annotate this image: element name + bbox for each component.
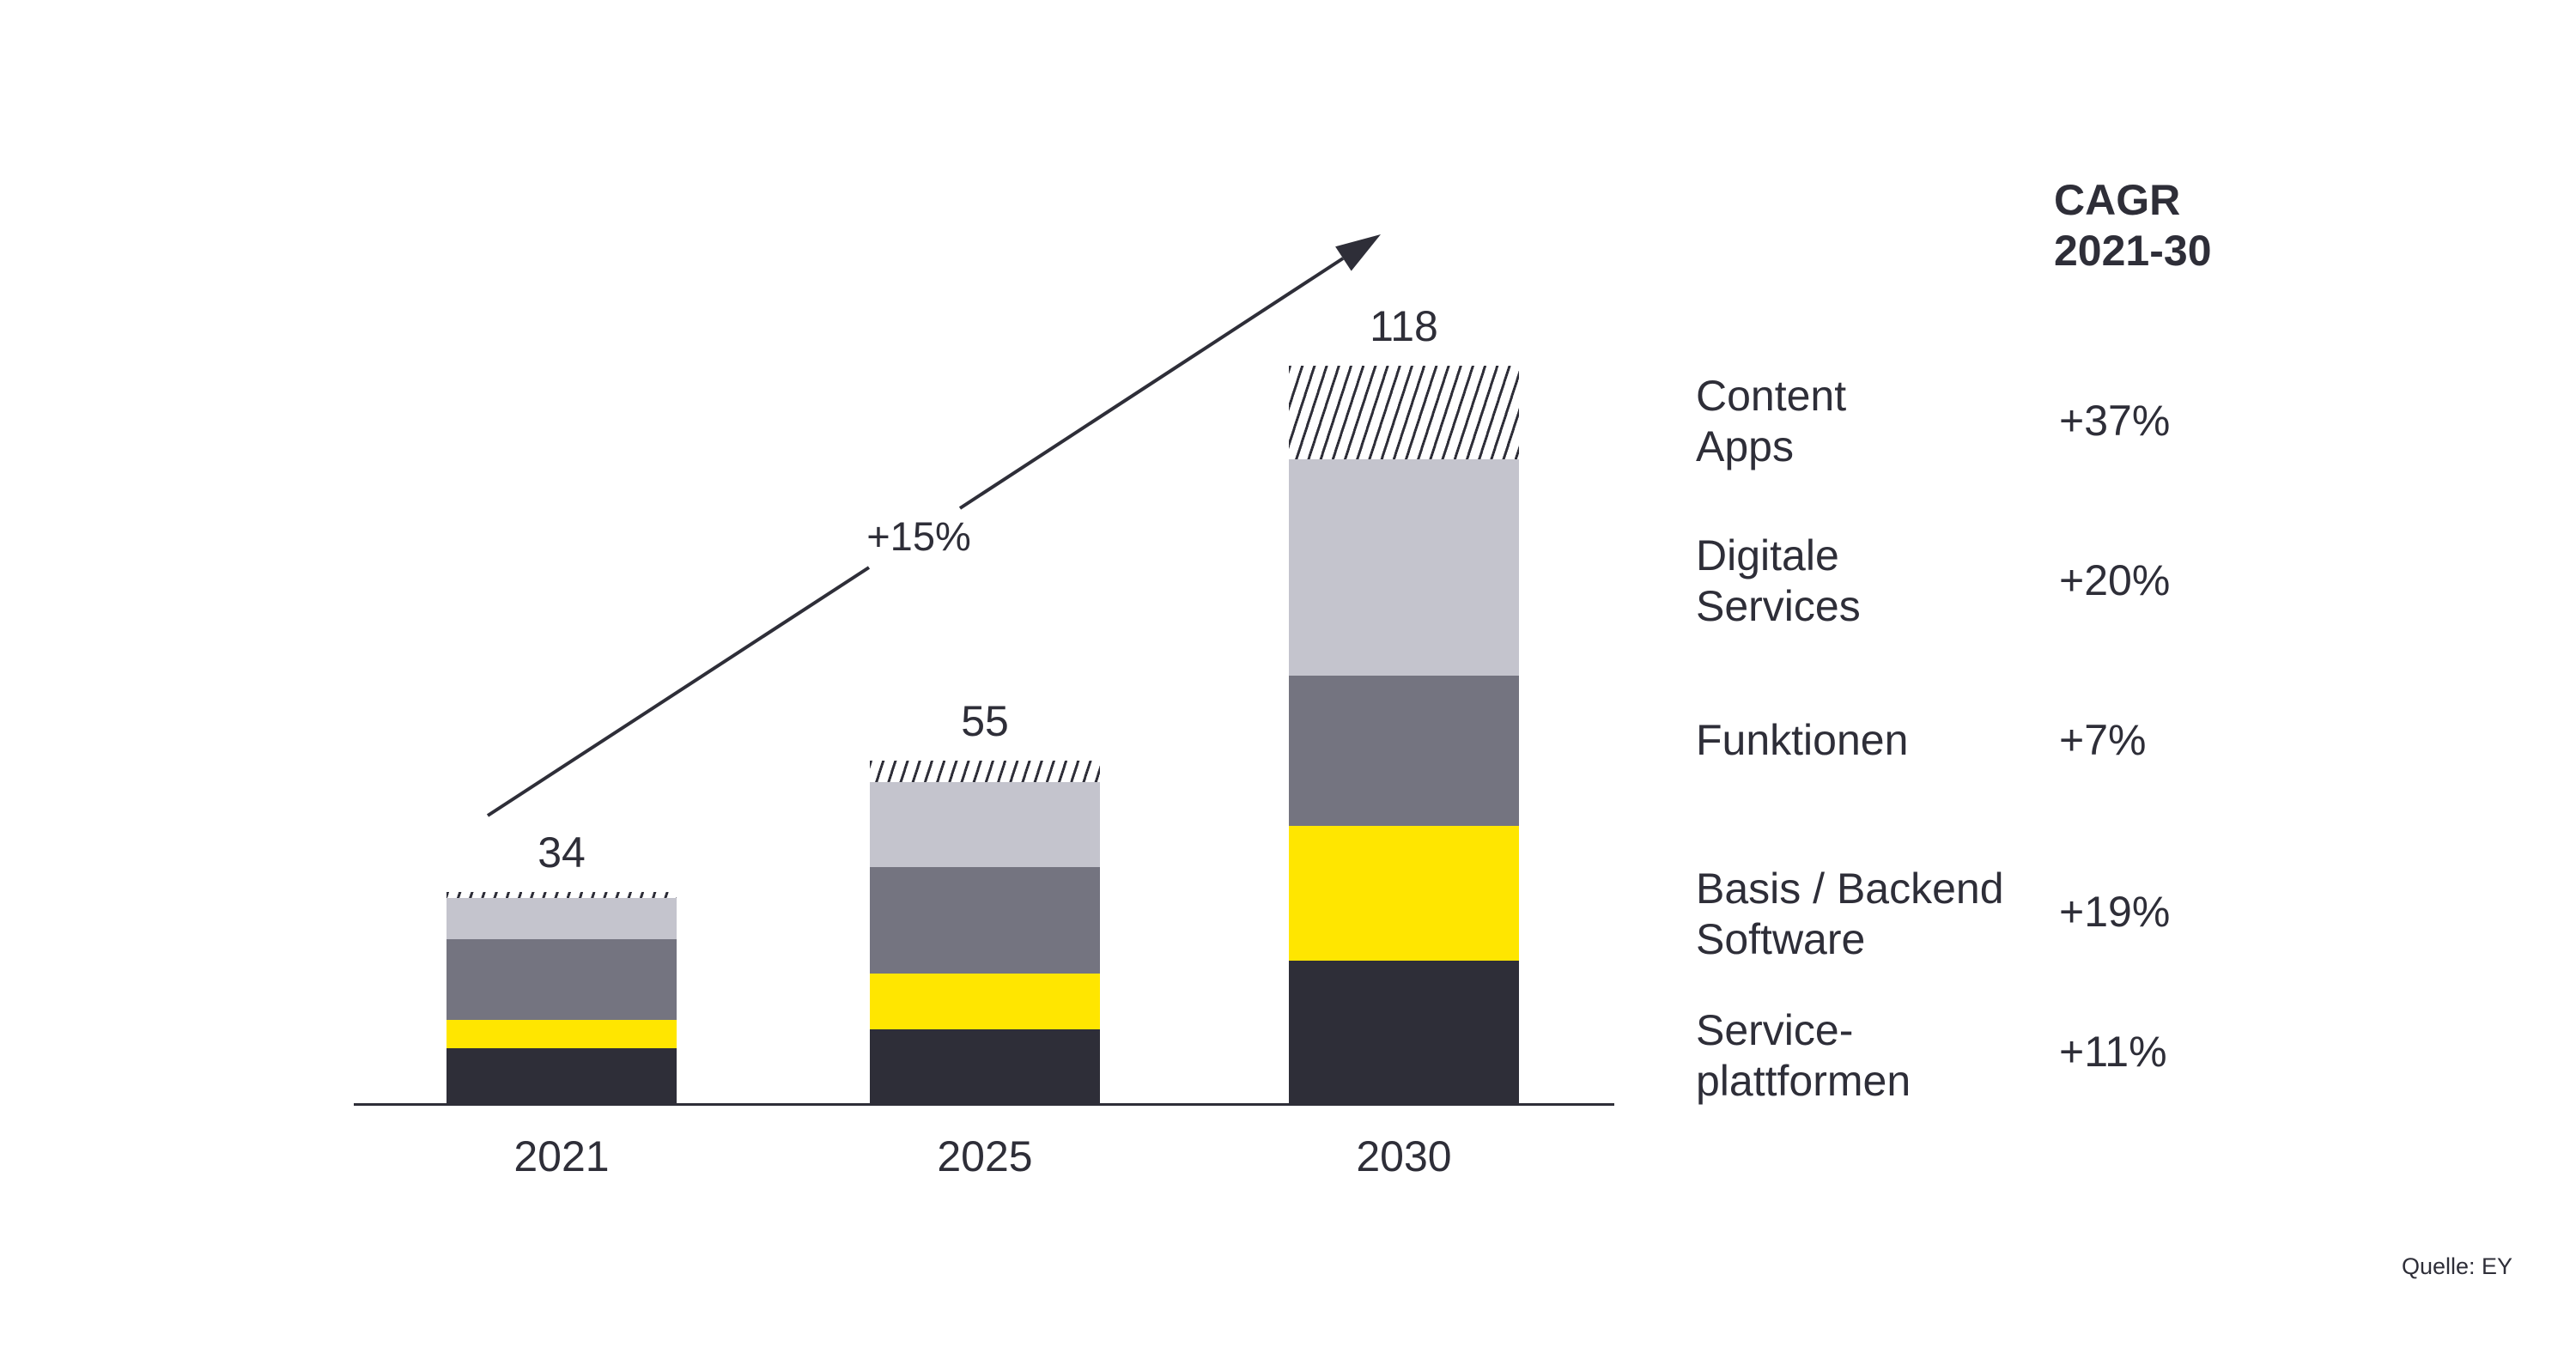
legend-label-content-apps: Content Apps bbox=[1696, 372, 1847, 470]
growth-arrow-line-upper bbox=[958, 257, 1345, 510]
bar-segment-yellow bbox=[1289, 826, 1519, 962]
bar-segment-gray bbox=[1289, 675, 1519, 827]
x-tick-2021: 2021 bbox=[513, 1132, 610, 1180]
bar-segment-hatch bbox=[1289, 365, 1519, 460]
x-tick-2025: 2025 bbox=[937, 1132, 1033, 1180]
bar-segment-dark bbox=[870, 1029, 1100, 1105]
bar-segment-yellow bbox=[447, 1020, 677, 1049]
bar-2030 bbox=[1289, 365, 1519, 1105]
bar-segment-hatch bbox=[447, 891, 677, 899]
bar-segment-yellow bbox=[870, 973, 1100, 1030]
legend-value-serviceplattformen: +11% bbox=[2059, 1028, 2167, 1076]
legend-value-digitale-services: +20% bbox=[2059, 556, 2171, 604]
bar-segment-light bbox=[1289, 459, 1519, 676]
legend-value-basis-backend-software: +19% bbox=[2059, 888, 2171, 936]
bar-segment-dark bbox=[447, 1048, 677, 1105]
bar-total-2021: 34 bbox=[538, 828, 586, 877]
legend-label-digitale-services: Digitale Services bbox=[1696, 531, 1861, 630]
bar-total-2025: 55 bbox=[961, 696, 1009, 745]
bar-segment-light bbox=[870, 782, 1100, 867]
legend-value-content-apps: +37% bbox=[2059, 397, 2171, 445]
cagr-header: CAGR 2021-30 bbox=[2054, 176, 2212, 275]
bar-segment-gray bbox=[447, 938, 677, 1021]
bar-2025 bbox=[870, 760, 1100, 1105]
bar-2021 bbox=[447, 891, 677, 1105]
x-tick-2030: 2030 bbox=[1356, 1132, 1452, 1180]
bar-segment-gray bbox=[870, 866, 1100, 974]
legend-label-funktionen: Funktionen bbox=[1696, 716, 1909, 764]
legend-label-basis-backend-software: Basis / Backend Software bbox=[1696, 865, 2004, 963]
growth-arrowhead-icon bbox=[1335, 234, 1381, 271]
x-axis-line bbox=[354, 1103, 1614, 1106]
growth-arrow-line-lower bbox=[486, 566, 871, 817]
bar-total-2030: 118 bbox=[1370, 301, 1438, 350]
bar-segment-light bbox=[447, 898, 677, 939]
bar-segment-dark bbox=[1289, 961, 1519, 1105]
growth-annotation: +15% bbox=[866, 513, 971, 559]
bar-segment-hatch bbox=[870, 760, 1100, 783]
source-note: Quelle: EY bbox=[2402, 1253, 2513, 1279]
legend-label-serviceplattformen: Service- plattformen bbox=[1696, 1006, 1911, 1105]
legend-value-funktionen: +7% bbox=[2059, 716, 2147, 764]
